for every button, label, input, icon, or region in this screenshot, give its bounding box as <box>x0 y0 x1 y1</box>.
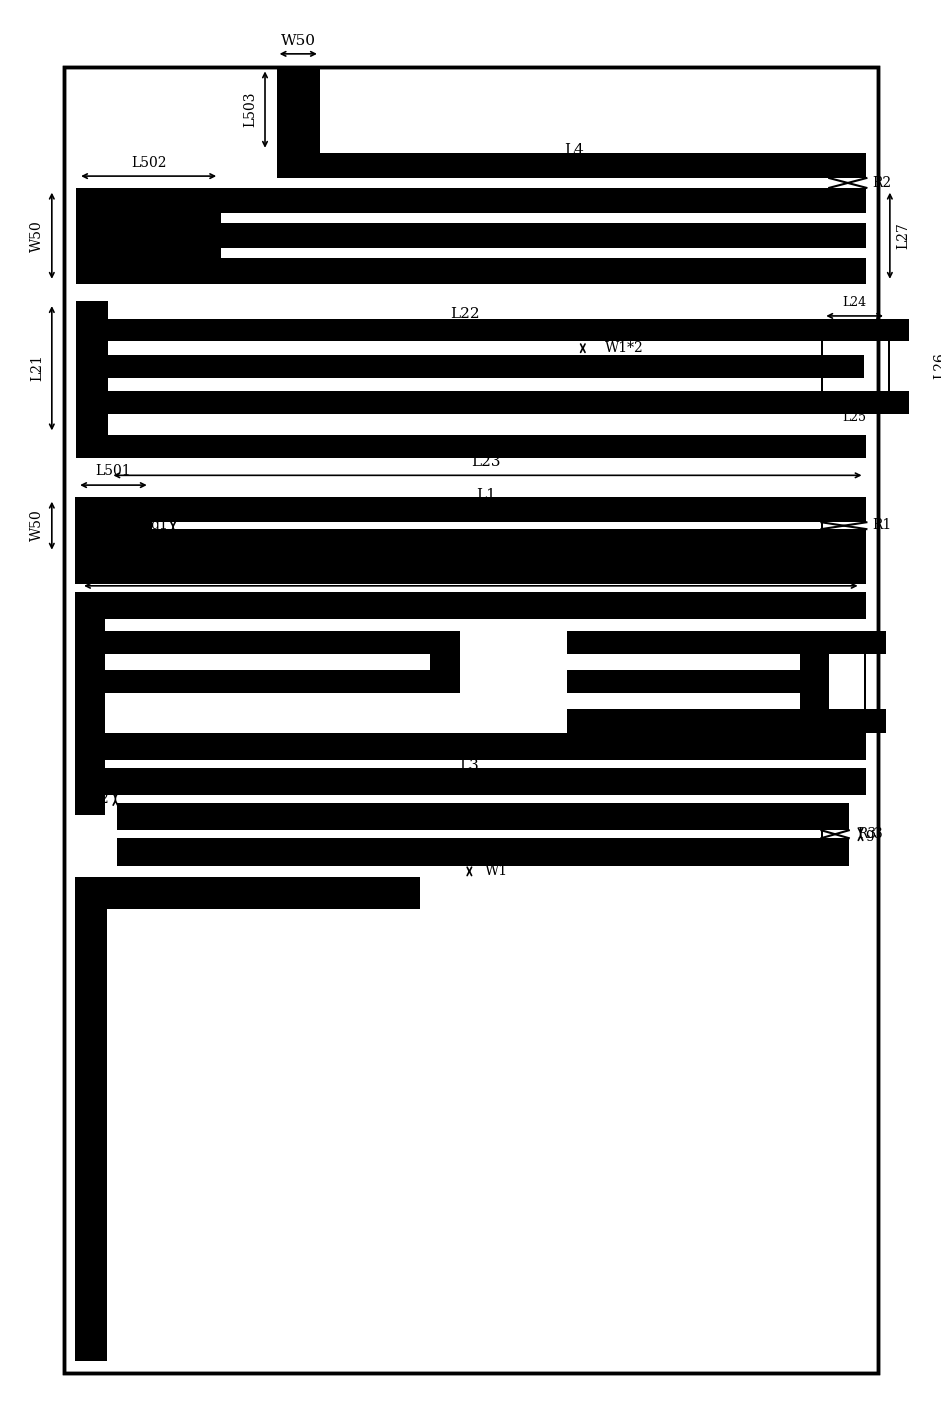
Text: W50: W50 <box>30 220 44 252</box>
Bar <box>277 152 829 178</box>
Bar <box>75 877 106 1361</box>
Bar <box>152 496 821 522</box>
Bar <box>75 712 104 732</box>
Bar <box>829 178 867 188</box>
Bar <box>104 631 459 654</box>
Bar <box>829 152 867 283</box>
Text: L24: L24 <box>842 296 867 309</box>
Text: L22: L22 <box>450 307 479 321</box>
Bar <box>107 391 821 414</box>
Bar <box>118 838 821 866</box>
Bar <box>829 249 867 259</box>
Bar <box>823 378 865 391</box>
Bar <box>107 319 821 341</box>
Text: R1: R1 <box>872 518 892 532</box>
Bar <box>867 654 886 710</box>
Bar <box>829 710 865 732</box>
Text: L503: L503 <box>244 92 257 128</box>
Bar <box>75 619 104 815</box>
Text: L21: L21 <box>30 354 44 381</box>
Bar <box>821 319 865 414</box>
Bar <box>75 877 421 909</box>
Bar <box>821 496 867 555</box>
Bar <box>567 631 800 654</box>
Text: L1: L1 <box>476 488 496 502</box>
Text: W1: W1 <box>486 865 508 879</box>
Bar <box>865 631 886 732</box>
Bar <box>821 803 849 866</box>
Bar <box>823 522 867 529</box>
Bar <box>75 732 867 759</box>
Text: L25: L25 <box>842 411 867 424</box>
Bar <box>829 631 865 654</box>
Text: L26: L26 <box>933 353 941 380</box>
Bar <box>567 670 800 694</box>
Text: g3: g3 <box>866 828 883 842</box>
Bar <box>64 67 878 1374</box>
Bar <box>76 188 221 283</box>
Bar <box>277 67 320 152</box>
Text: L502: L502 <box>131 156 167 171</box>
Bar <box>221 223 829 249</box>
Bar <box>75 768 867 795</box>
Text: L4: L4 <box>564 142 584 156</box>
Bar <box>75 555 867 584</box>
Bar <box>221 259 829 283</box>
Bar <box>221 188 829 213</box>
Bar <box>152 529 821 555</box>
Bar <box>76 301 107 435</box>
Bar <box>104 670 459 694</box>
Bar <box>75 592 867 619</box>
Text: W50: W50 <box>280 34 316 48</box>
Bar <box>800 631 829 732</box>
Text: L27: L27 <box>897 222 911 249</box>
Text: L3: L3 <box>459 759 479 772</box>
Bar <box>118 803 821 830</box>
Text: W50: W50 <box>30 509 44 542</box>
Text: g2: g2 <box>91 792 108 806</box>
Text: L2: L2 <box>460 563 480 577</box>
Bar <box>64 67 878 1374</box>
Bar <box>76 435 867 458</box>
Text: g1: g1 <box>151 518 168 532</box>
Bar <box>890 341 909 391</box>
Bar <box>567 710 800 732</box>
Text: R3: R3 <box>857 828 876 842</box>
Text: R2: R2 <box>872 176 892 191</box>
Bar <box>430 654 459 670</box>
Bar <box>865 319 888 341</box>
Bar <box>75 496 152 555</box>
Text: L501: L501 <box>96 465 131 478</box>
Bar <box>829 213 867 223</box>
Bar <box>107 356 821 378</box>
Bar <box>823 341 865 356</box>
Text: W1*2: W1*2 <box>604 341 644 356</box>
Bar <box>888 319 909 414</box>
Text: L23: L23 <box>471 455 501 469</box>
Bar <box>865 391 888 414</box>
Bar <box>823 830 849 838</box>
